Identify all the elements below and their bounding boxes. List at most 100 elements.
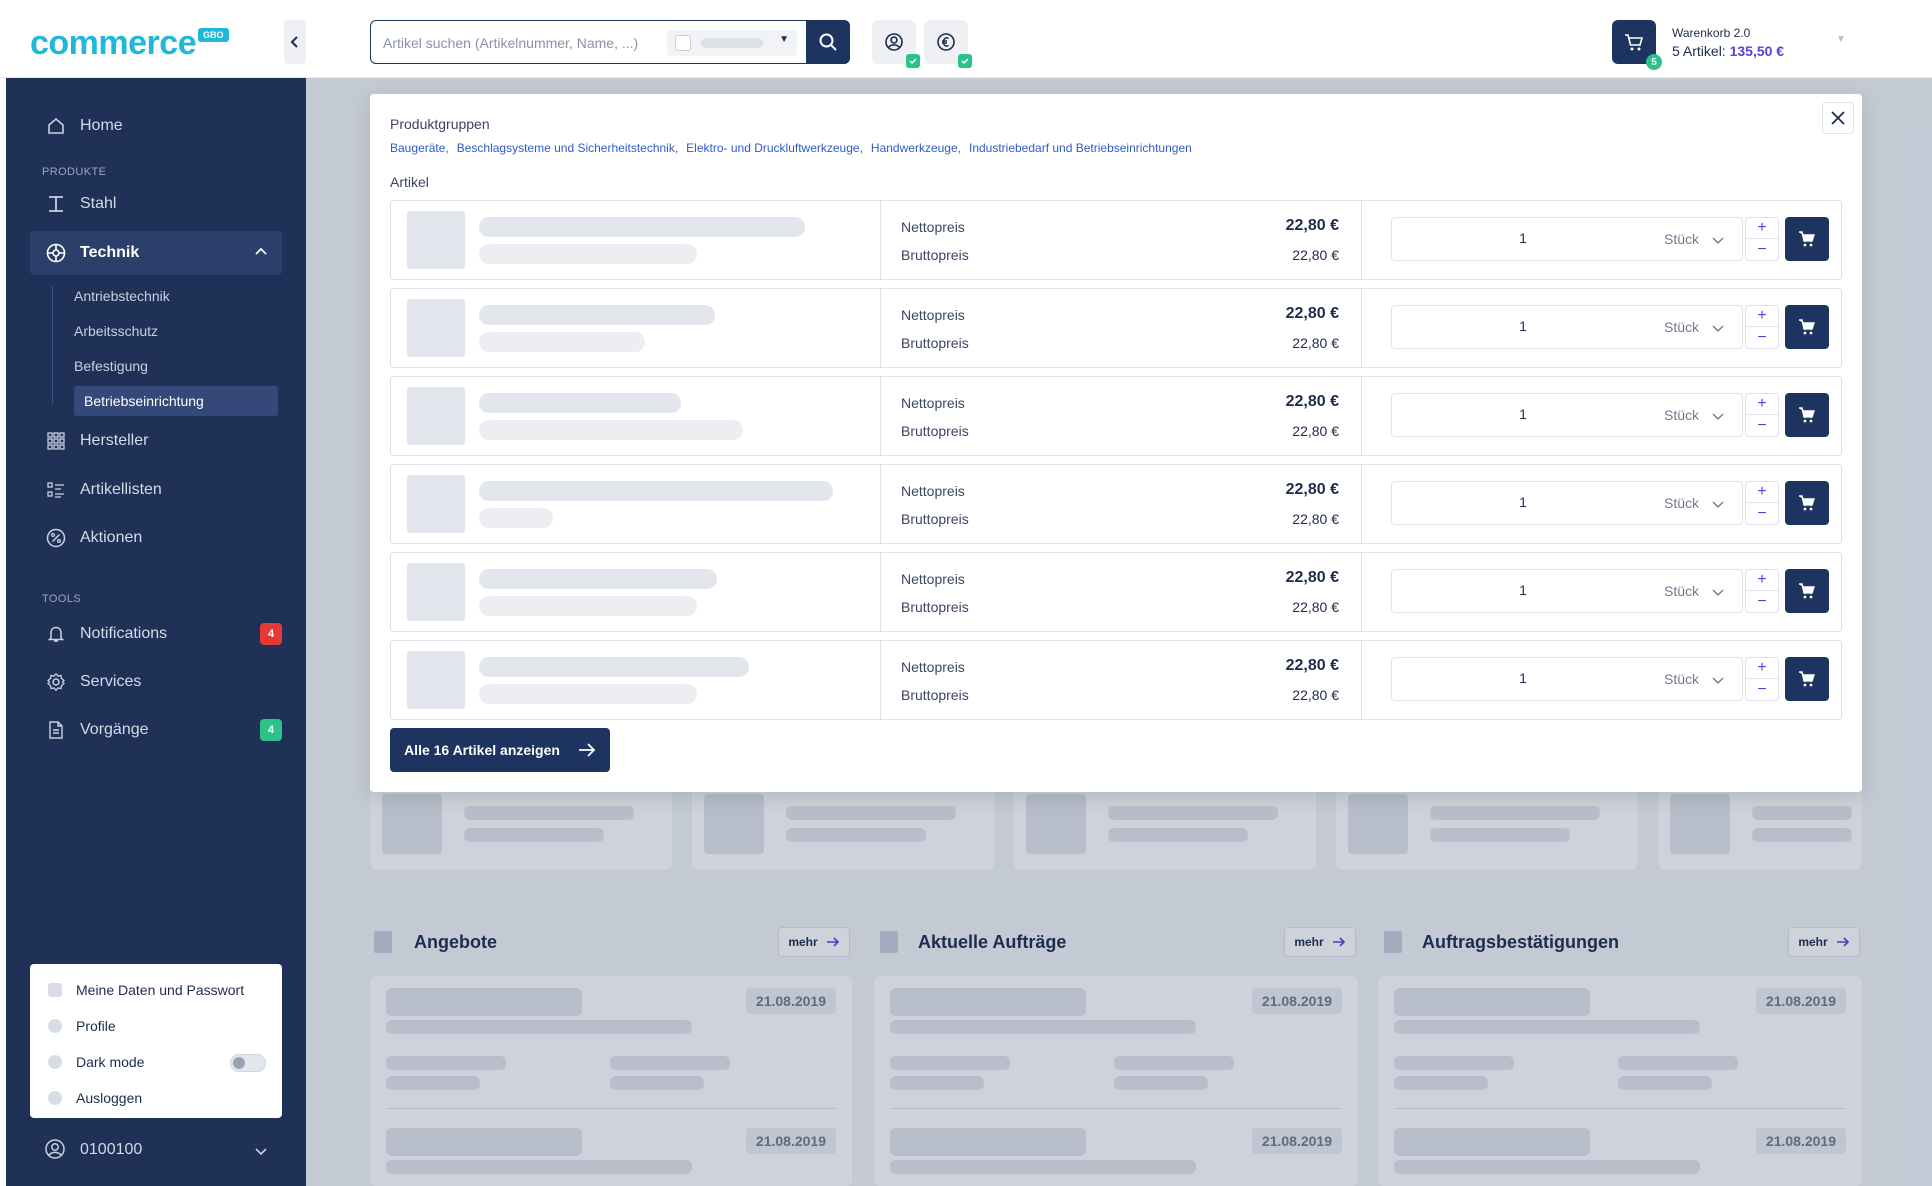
offers-card: 21.08.2019 21.08.2019	[370, 976, 852, 1186]
chevron-up-icon	[254, 245, 268, 264]
unit-select[interactable]: Stück	[1664, 407, 1700, 423]
sidebar-item-label: Home	[80, 117, 123, 134]
menu-item-my-data[interactable]: Meine Daten und Passwort	[30, 972, 282, 1008]
list-icon	[44, 478, 68, 502]
cart-button[interactable]: 5	[1612, 20, 1662, 70]
increment-button[interactable]: +	[1746, 218, 1778, 239]
menu-item-logout[interactable]: Ausloggen	[30, 1080, 282, 1116]
chevron-left-icon	[290, 36, 298, 48]
user-account-toggle[interactable]: 0100100	[30, 1132, 282, 1168]
cart-icon	[1799, 495, 1815, 511]
article-thumbnail	[407, 299, 465, 357]
chevron-down-icon	[1712, 585, 1724, 603]
sidebar-item-artikellisten[interactable]: Artikellisten	[30, 468, 282, 512]
increment-button[interactable]: +	[1746, 570, 1778, 591]
sidebar-subitem-antriebstechnik[interactable]: Antriebstechnik	[74, 288, 170, 304]
sidebar-item-notifications[interactable]: Notifications 4	[30, 612, 282, 656]
sidebar-item-services[interactable]: Services	[30, 660, 282, 704]
sidebar-subitem-befestigung[interactable]: Befestigung	[74, 358, 148, 374]
decrement-button[interactable]: −	[1757, 328, 1767, 346]
menu-item-dark-mode[interactable]: Dark mode	[30, 1044, 282, 1080]
product-group-link[interactable]: Elektro- und Druckluftwerkzeuge,	[686, 141, 863, 155]
sidebar-section-products: PRODUKTE	[42, 166, 107, 178]
more-button-bestaetigungen[interactable]: mehr	[1788, 927, 1860, 957]
sidebar-item-technik[interactable]: Technik	[30, 231, 282, 275]
search-button[interactable]	[806, 20, 850, 64]
menu-item-label: Meine Daten und Passwort	[76, 982, 245, 998]
logo[interactable]: commerce	[30, 24, 197, 62]
search-icon	[819, 33, 837, 51]
search-input[interactable]	[383, 33, 653, 53]
more-button-angebote[interactable]: mehr	[778, 927, 850, 957]
unit-select[interactable]: Stück	[1664, 495, 1700, 511]
more-button-label: mehr	[1294, 935, 1324, 949]
unit-select[interactable]: Stück	[1664, 671, 1700, 687]
menu-item-profile[interactable]: Profile	[30, 1008, 282, 1044]
sidebar-item-hersteller[interactable]: Hersteller	[30, 419, 282, 463]
product-group-link[interactable]: Beschlagsysteme und Sicherheitstechnik,	[456, 141, 679, 155]
sidebar-item-label: Services	[80, 673, 142, 690]
menu-item-label: Profile	[76, 1018, 116, 1034]
sidebar-subitem-betriebseinrichtung[interactable]: Betriebseinrichtung	[74, 386, 278, 416]
cart-summary[interactable]: 5 Artikel: 135,50 €	[1672, 43, 1784, 59]
quantity-input[interactable]: 1 Stück	[1391, 569, 1743, 613]
sidebar-item-label: Technik	[80, 244, 140, 261]
chevron-down-icon	[1712, 673, 1724, 691]
add-to-cart-button[interactable]	[1785, 217, 1829, 261]
add-to-cart-button[interactable]	[1785, 569, 1829, 613]
decrement-button[interactable]: −	[1757, 504, 1767, 522]
decrement-button[interactable]: −	[1757, 592, 1767, 610]
sidebar-item-home[interactable]: Home	[30, 104, 282, 148]
product-group-link[interactable]: Baugeräte,	[390, 141, 449, 155]
net-price: 22,80 €	[1285, 393, 1339, 410]
add-to-cart-button[interactable]	[1785, 657, 1829, 701]
unit-select[interactable]: Stück	[1664, 231, 1700, 247]
account-button[interactable]	[872, 20, 920, 68]
chevron-down-icon	[1712, 497, 1724, 515]
increment-button[interactable]: +	[1746, 482, 1778, 503]
euro-circle-icon	[937, 33, 955, 51]
product-group-link[interactable]: Industriebedarf und Betriebseinrichtunge…	[968, 141, 1192, 155]
quantity-input[interactable]: 1 Stück	[1391, 393, 1743, 437]
sidebar-item-aktionen[interactable]: Aktionen	[30, 516, 282, 560]
unit-select[interactable]: Stück	[1664, 319, 1700, 335]
increment-button[interactable]: +	[1746, 306, 1778, 327]
unit-select[interactable]: Stück	[1664, 583, 1700, 599]
dark-mode-toggle[interactable]	[230, 1054, 266, 1072]
quantity-input[interactable]: 1 Stück	[1391, 481, 1743, 525]
quantity-input[interactable]: 1 Stück	[1391, 305, 1743, 349]
top-header: commerce GBO ▼ 5 Warenkorb 2.0 5 Artikel…	[0, 0, 1932, 78]
quantity-input[interactable]: 1 Stück	[1391, 657, 1743, 701]
sidebar-collapse-button[interactable]	[284, 20, 306, 64]
add-to-cart-button[interactable]	[1785, 393, 1829, 437]
sidebar: Home PRODUKTE Stahl Technik Antriebstech…	[6, 78, 306, 1186]
cart-title[interactable]: Warenkorb 2.0	[1672, 26, 1751, 40]
gross-price: 22,80 €	[1292, 599, 1339, 615]
search-filter-checkbox[interactable]	[675, 35, 691, 51]
add-to-cart-button[interactable]	[1785, 305, 1829, 349]
add-to-cart-button[interactable]	[1785, 481, 1829, 525]
decrement-button[interactable]: −	[1757, 240, 1767, 258]
quantity-value: 1	[1519, 494, 1527, 510]
logout-icon	[48, 1091, 62, 1105]
modal-close-button[interactable]	[1822, 102, 1854, 134]
increment-button[interactable]: +	[1746, 394, 1778, 415]
sidebar-subitem-arbeitsschutz[interactable]: Arbeitsschutz	[74, 323, 159, 339]
gross-price-label: Bruttopreis	[901, 335, 969, 351]
more-button-auftraege[interactable]: mehr	[1284, 927, 1356, 957]
decrement-button[interactable]: −	[1757, 416, 1767, 434]
decrement-button[interactable]: −	[1757, 680, 1767, 698]
chevron-down-icon[interactable]: ▼	[1836, 34, 1846, 45]
product-card	[1336, 784, 1638, 870]
currency-button[interactable]	[924, 20, 972, 68]
article-thumbnail	[407, 651, 465, 709]
moon-icon	[48, 1055, 62, 1069]
increment-button[interactable]: +	[1746, 658, 1778, 679]
product-group-link[interactable]: Handwerkzeuge,	[870, 141, 961, 155]
skeleton-placeholder	[479, 508, 553, 528]
sidebar-item-stahl[interactable]: Stahl	[30, 182, 282, 226]
show-all-articles-button[interactable]: Alle 16 Artikel anzeigen	[390, 728, 610, 772]
search-filter-select[interactable]: ▼	[667, 30, 797, 56]
quantity-input[interactable]: 1 Stück	[1391, 217, 1743, 261]
sidebar-item-vorgaenge[interactable]: Vorgänge 4	[30, 708, 282, 752]
